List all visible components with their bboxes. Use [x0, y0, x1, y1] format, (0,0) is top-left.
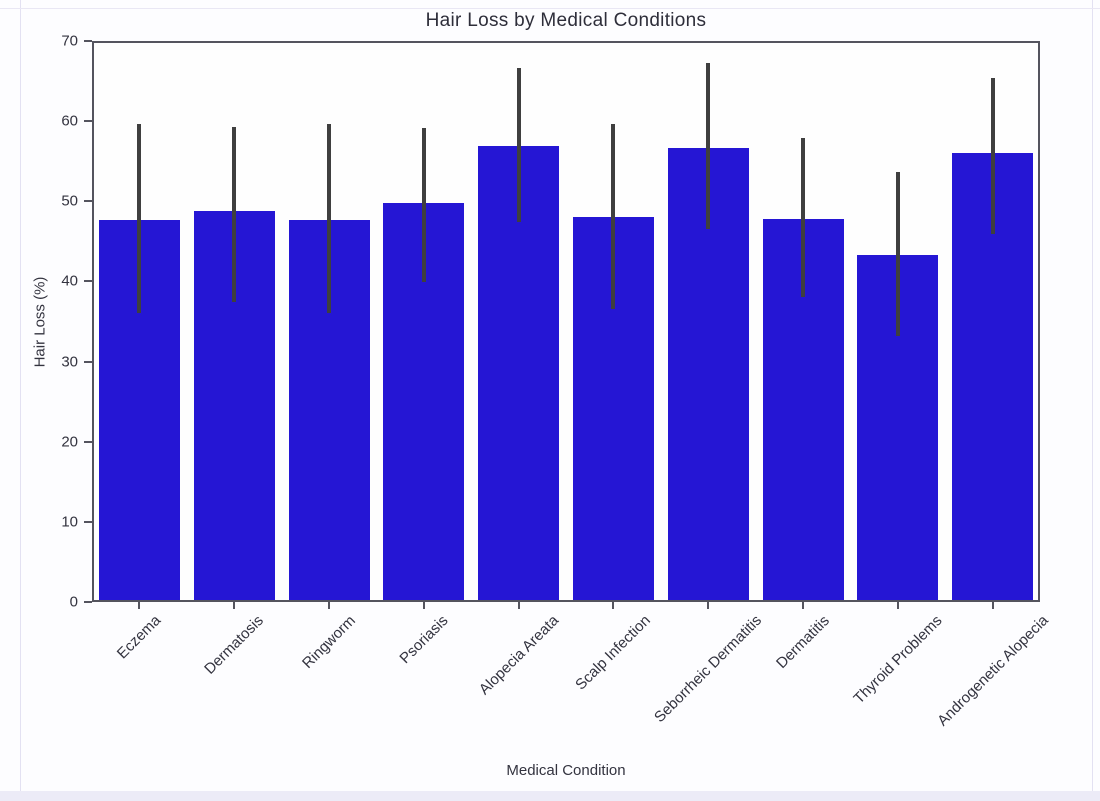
top-panel-divider	[0, 8, 1100, 9]
x-tick-mark	[991, 602, 994, 609]
x-tick-mark	[138, 602, 141, 609]
x-tick-mark	[802, 602, 804, 609]
x-tick-mark	[612, 602, 615, 609]
y-tick-mark	[84, 601, 92, 603]
chart-title: Hair Loss by Medical Conditions	[425, 10, 707, 31]
error-bar-androgenetic-alopecia	[990, 77, 995, 235]
y-tick-label: 10	[61, 513, 78, 531]
error-bar-ringworm	[327, 124, 331, 314]
x-tick-label-scalp-infection: Scalp Infection	[572, 611, 655, 694]
x-tick-label-psoriasis: Psoriasis	[396, 612, 452, 668]
x-axis-label: Medical Condition	[506, 762, 626, 779]
y-tick-label: 40	[61, 272, 78, 290]
x-tick-label-dermatitis: Dermatitis	[773, 612, 833, 672]
error-bar-alopecia-areata	[516, 68, 521, 223]
x-tick-mark	[422, 602, 425, 609]
y-tick-mark	[84, 360, 92, 363]
x-tick-label-androgenetic-alopecia: Androgenetic Alopecia	[933, 611, 1052, 730]
x-tick-label-ringworm: Ringworm	[299, 612, 359, 672]
y-tick-mark	[84, 40, 92, 42]
error-bar-thyroid-problems	[895, 171, 900, 336]
y-tick-mark	[84, 520, 92, 523]
x-tick-label-thyroid-problems: Thyroid Problems	[850, 612, 946, 708]
y-axis-label: Hair Loss (%)	[31, 276, 49, 368]
error-bar-psoriasis	[421, 127, 426, 283]
error-bar-dermatosis	[232, 126, 237, 303]
y-tick-label: 60	[61, 112, 78, 130]
y-tick-label: 20	[61, 433, 78, 451]
x-tick-label-eczema: Eczema	[114, 611, 165, 663]
x-tick-mark	[517, 602, 520, 609]
left-panel-divider	[20, 0, 21, 801]
x-tick-label-dermatosis: Dermatosis	[201, 612, 268, 678]
y-tick-label: 70	[61, 32, 78, 50]
x-tick-label-seborrheic-dermatitis: Seborrheic Dermatitis	[651, 611, 766, 726]
error-bar-dermatitis	[801, 137, 805, 298]
error-bar-seborrheic-dermatitis	[706, 63, 711, 230]
x-tick-mark	[233, 602, 236, 609]
y-tick-label: 50	[61, 192, 78, 210]
y-tick-label: 30	[61, 353, 78, 371]
y-tick-mark	[84, 440, 92, 443]
x-tick-mark	[896, 602, 899, 609]
bottom-strip	[0, 791, 1100, 801]
y-tick-mark	[84, 120, 92, 123]
error-bar-scalp-infection	[611, 124, 616, 309]
error-bar-eczema	[137, 124, 142, 314]
right-panel-divider	[1092, 0, 1093, 801]
x-tick-label-alopecia-areata: Alopecia Areata	[475, 611, 562, 699]
y-tick-mark	[84, 200, 92, 203]
y-tick-mark	[84, 280, 92, 283]
x-tick-mark	[328, 602, 330, 609]
y-tick-label: 0	[69, 593, 78, 611]
x-tick-mark	[707, 602, 710, 609]
